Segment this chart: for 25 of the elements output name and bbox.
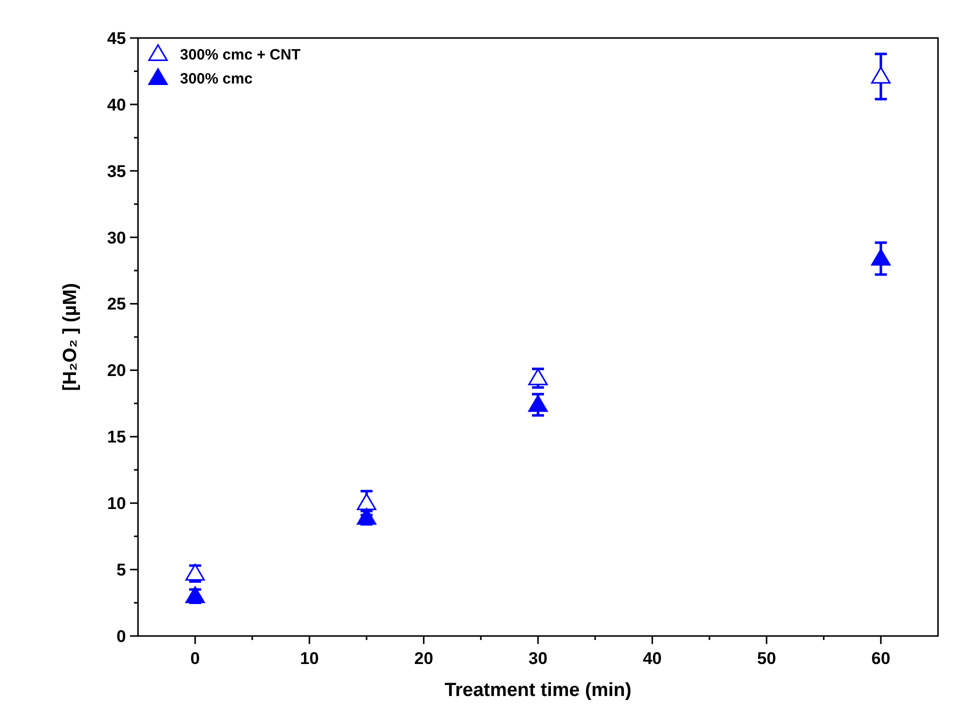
y-axis-title: [H₂O₂ ] (µM) — [60, 282, 81, 392]
y-tick-label: 35 — [107, 162, 126, 181]
legend-label: 300% cmc + CNT — [180, 46, 300, 64]
y-tick-label: 40 — [107, 95, 126, 114]
y-tick-label: 15 — [107, 428, 126, 447]
x-tick-label: 40 — [642, 649, 662, 668]
y-tick-label: 10 — [107, 494, 126, 514]
point — [871, 66, 891, 84]
x-tick-label: 30 — [528, 649, 548, 668]
y-tick-label: 20 — [107, 361, 126, 380]
point — [528, 395, 548, 412]
y-tick-label: 0 — [116, 626, 126, 646]
x-tick-label: 50 — [757, 649, 776, 668]
x-tick-label: 20 — [414, 649, 434, 668]
x-tick-label: 0 — [190, 649, 200, 668]
y-tick-label: 5 — [116, 560, 126, 580]
x-axis-title: Treatment time (min) — [444, 680, 632, 701]
legend-label: 300% cmc — [180, 70, 253, 88]
x-tick-label: 10 — [300, 649, 319, 668]
y-tick-label: 45 — [107, 28, 126, 48]
y-tick-label: 30 — [107, 228, 126, 248]
x-tick-label: 60 — [871, 649, 890, 668]
y-tick-label: 25 — [107, 294, 126, 314]
point — [871, 248, 891, 266]
point — [528, 368, 548, 386]
